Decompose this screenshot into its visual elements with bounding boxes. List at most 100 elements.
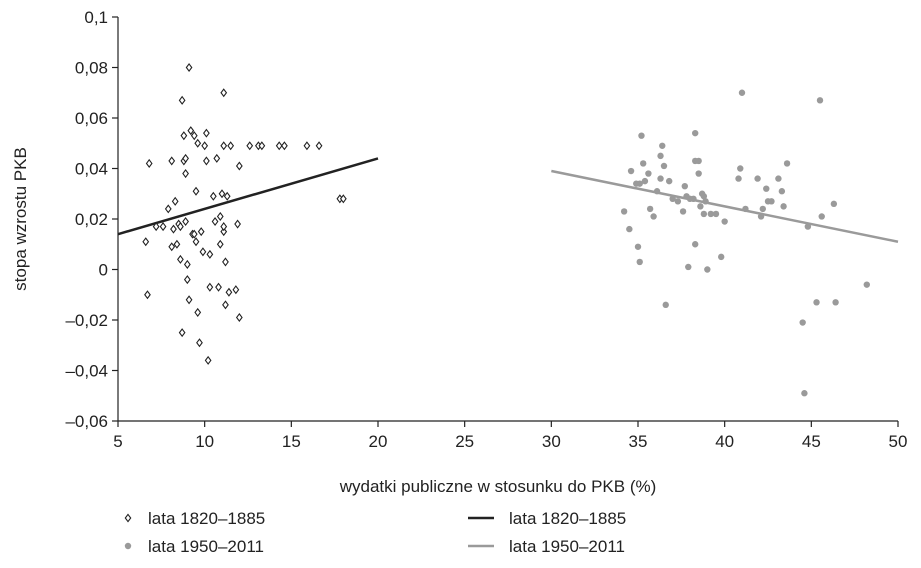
data-point	[232, 285, 240, 295]
data-point	[783, 160, 791, 167]
data-point	[177, 254, 184, 264]
y-tick-label: –0,06	[65, 412, 108, 431]
data-point	[220, 88, 228, 98]
data-point	[735, 175, 742, 182]
data-point	[830, 200, 838, 208]
data-point	[235, 161, 243, 171]
data-point	[170, 224, 177, 234]
data-point	[702, 198, 709, 205]
data-point	[627, 167, 635, 175]
data-point	[142, 237, 150, 247]
data-point	[778, 188, 786, 195]
data-point	[638, 132, 645, 139]
data-point	[185, 295, 193, 305]
data-point	[216, 239, 224, 249]
data-point	[646, 205, 654, 213]
x-tick-label: 30	[542, 432, 561, 451]
plot-area: 5 10 15 20 25 30 35 40 45 50 –0,06 –0,04 –0,02 0 0,02…	[65, 8, 907, 451]
y-tick-label: 0,02	[75, 210, 108, 229]
data-point	[199, 247, 207, 257]
data-point	[738, 89, 746, 96]
legend-label: lata 1950–2011	[148, 537, 264, 556]
data-point	[757, 213, 765, 220]
data-point	[168, 242, 176, 252]
data-point	[804, 223, 812, 230]
data-point	[194, 307, 202, 317]
data-point	[152, 222, 160, 232]
data-point	[145, 158, 153, 168]
trend-line	[117, 157, 379, 236]
data-point	[315, 141, 323, 151]
data-point	[203, 128, 210, 138]
data-point	[832, 299, 839, 306]
y-tick-label: –0,02	[65, 311, 108, 330]
y-tick-label: 0,1	[84, 8, 108, 27]
data-point	[204, 355, 212, 365]
data-point	[737, 165, 744, 172]
data-point	[194, 138, 202, 148]
y-tick-label: –0,04	[65, 362, 108, 381]
data-point	[246, 141, 254, 151]
data-point	[213, 153, 221, 163]
data-point	[801, 390, 808, 397]
data-point	[234, 219, 241, 229]
x-tick-label: 15	[282, 432, 301, 451]
data-point	[700, 193, 708, 200]
x-axis-ticks: 5 10 15 20 25 30 35 40 45 50	[113, 421, 907, 451]
data-point	[780, 203, 787, 210]
y-axis-ticks: –0,06 –0,04 –0,02 0 0,02 0,04 0,06 0,08 0,1	[65, 8, 118, 431]
data-point	[182, 153, 189, 163]
data-point	[754, 175, 761, 182]
data-point	[216, 211, 224, 221]
data-point	[303, 141, 311, 151]
data-point	[211, 217, 219, 227]
data-point	[692, 241, 699, 248]
data-point	[182, 217, 189, 227]
data-point	[196, 338, 203, 348]
data-point	[650, 213, 657, 220]
data-point	[201, 141, 209, 151]
data-point	[660, 162, 668, 170]
data-point	[634, 243, 642, 250]
data-point	[164, 204, 172, 214]
data-point	[681, 182, 688, 190]
data-point	[192, 237, 200, 247]
data-point	[695, 170, 702, 177]
data-point	[685, 263, 692, 271]
data-point	[641, 177, 649, 185]
x-tick-label: 20	[369, 432, 388, 451]
data-point	[180, 131, 188, 141]
data-point	[679, 208, 687, 215]
data-point	[718, 253, 725, 261]
data-point	[275, 141, 283, 151]
data-point	[636, 258, 643, 266]
legend-label: lata 1820–1885	[509, 509, 626, 528]
trend-lines	[117, 157, 899, 243]
data-point	[692, 129, 699, 137]
data-point	[759, 205, 766, 213]
y-tick-label: 0,08	[75, 59, 108, 78]
data-point	[863, 281, 870, 288]
data-point	[620, 208, 628, 215]
data-point	[144, 290, 151, 300]
x-tick-label: 45	[802, 432, 821, 451]
data-point	[704, 266, 711, 273]
data-point	[192, 186, 200, 196]
data-point	[813, 299, 820, 306]
trend-line	[551, 169, 899, 243]
data-point	[674, 198, 682, 205]
data-point	[206, 249, 214, 259]
y-tick-label: 0,06	[75, 109, 108, 128]
data-point	[177, 222, 184, 232]
data-point	[816, 97, 824, 104]
data-point	[659, 142, 666, 149]
data-point	[636, 180, 643, 187]
data-point	[203, 156, 210, 166]
data-point	[645, 170, 652, 177]
data-point	[220, 141, 228, 151]
data-point	[185, 62, 193, 73]
data-point	[220, 222, 228, 232]
data-point	[662, 301, 669, 309]
data-point	[721, 218, 728, 225]
